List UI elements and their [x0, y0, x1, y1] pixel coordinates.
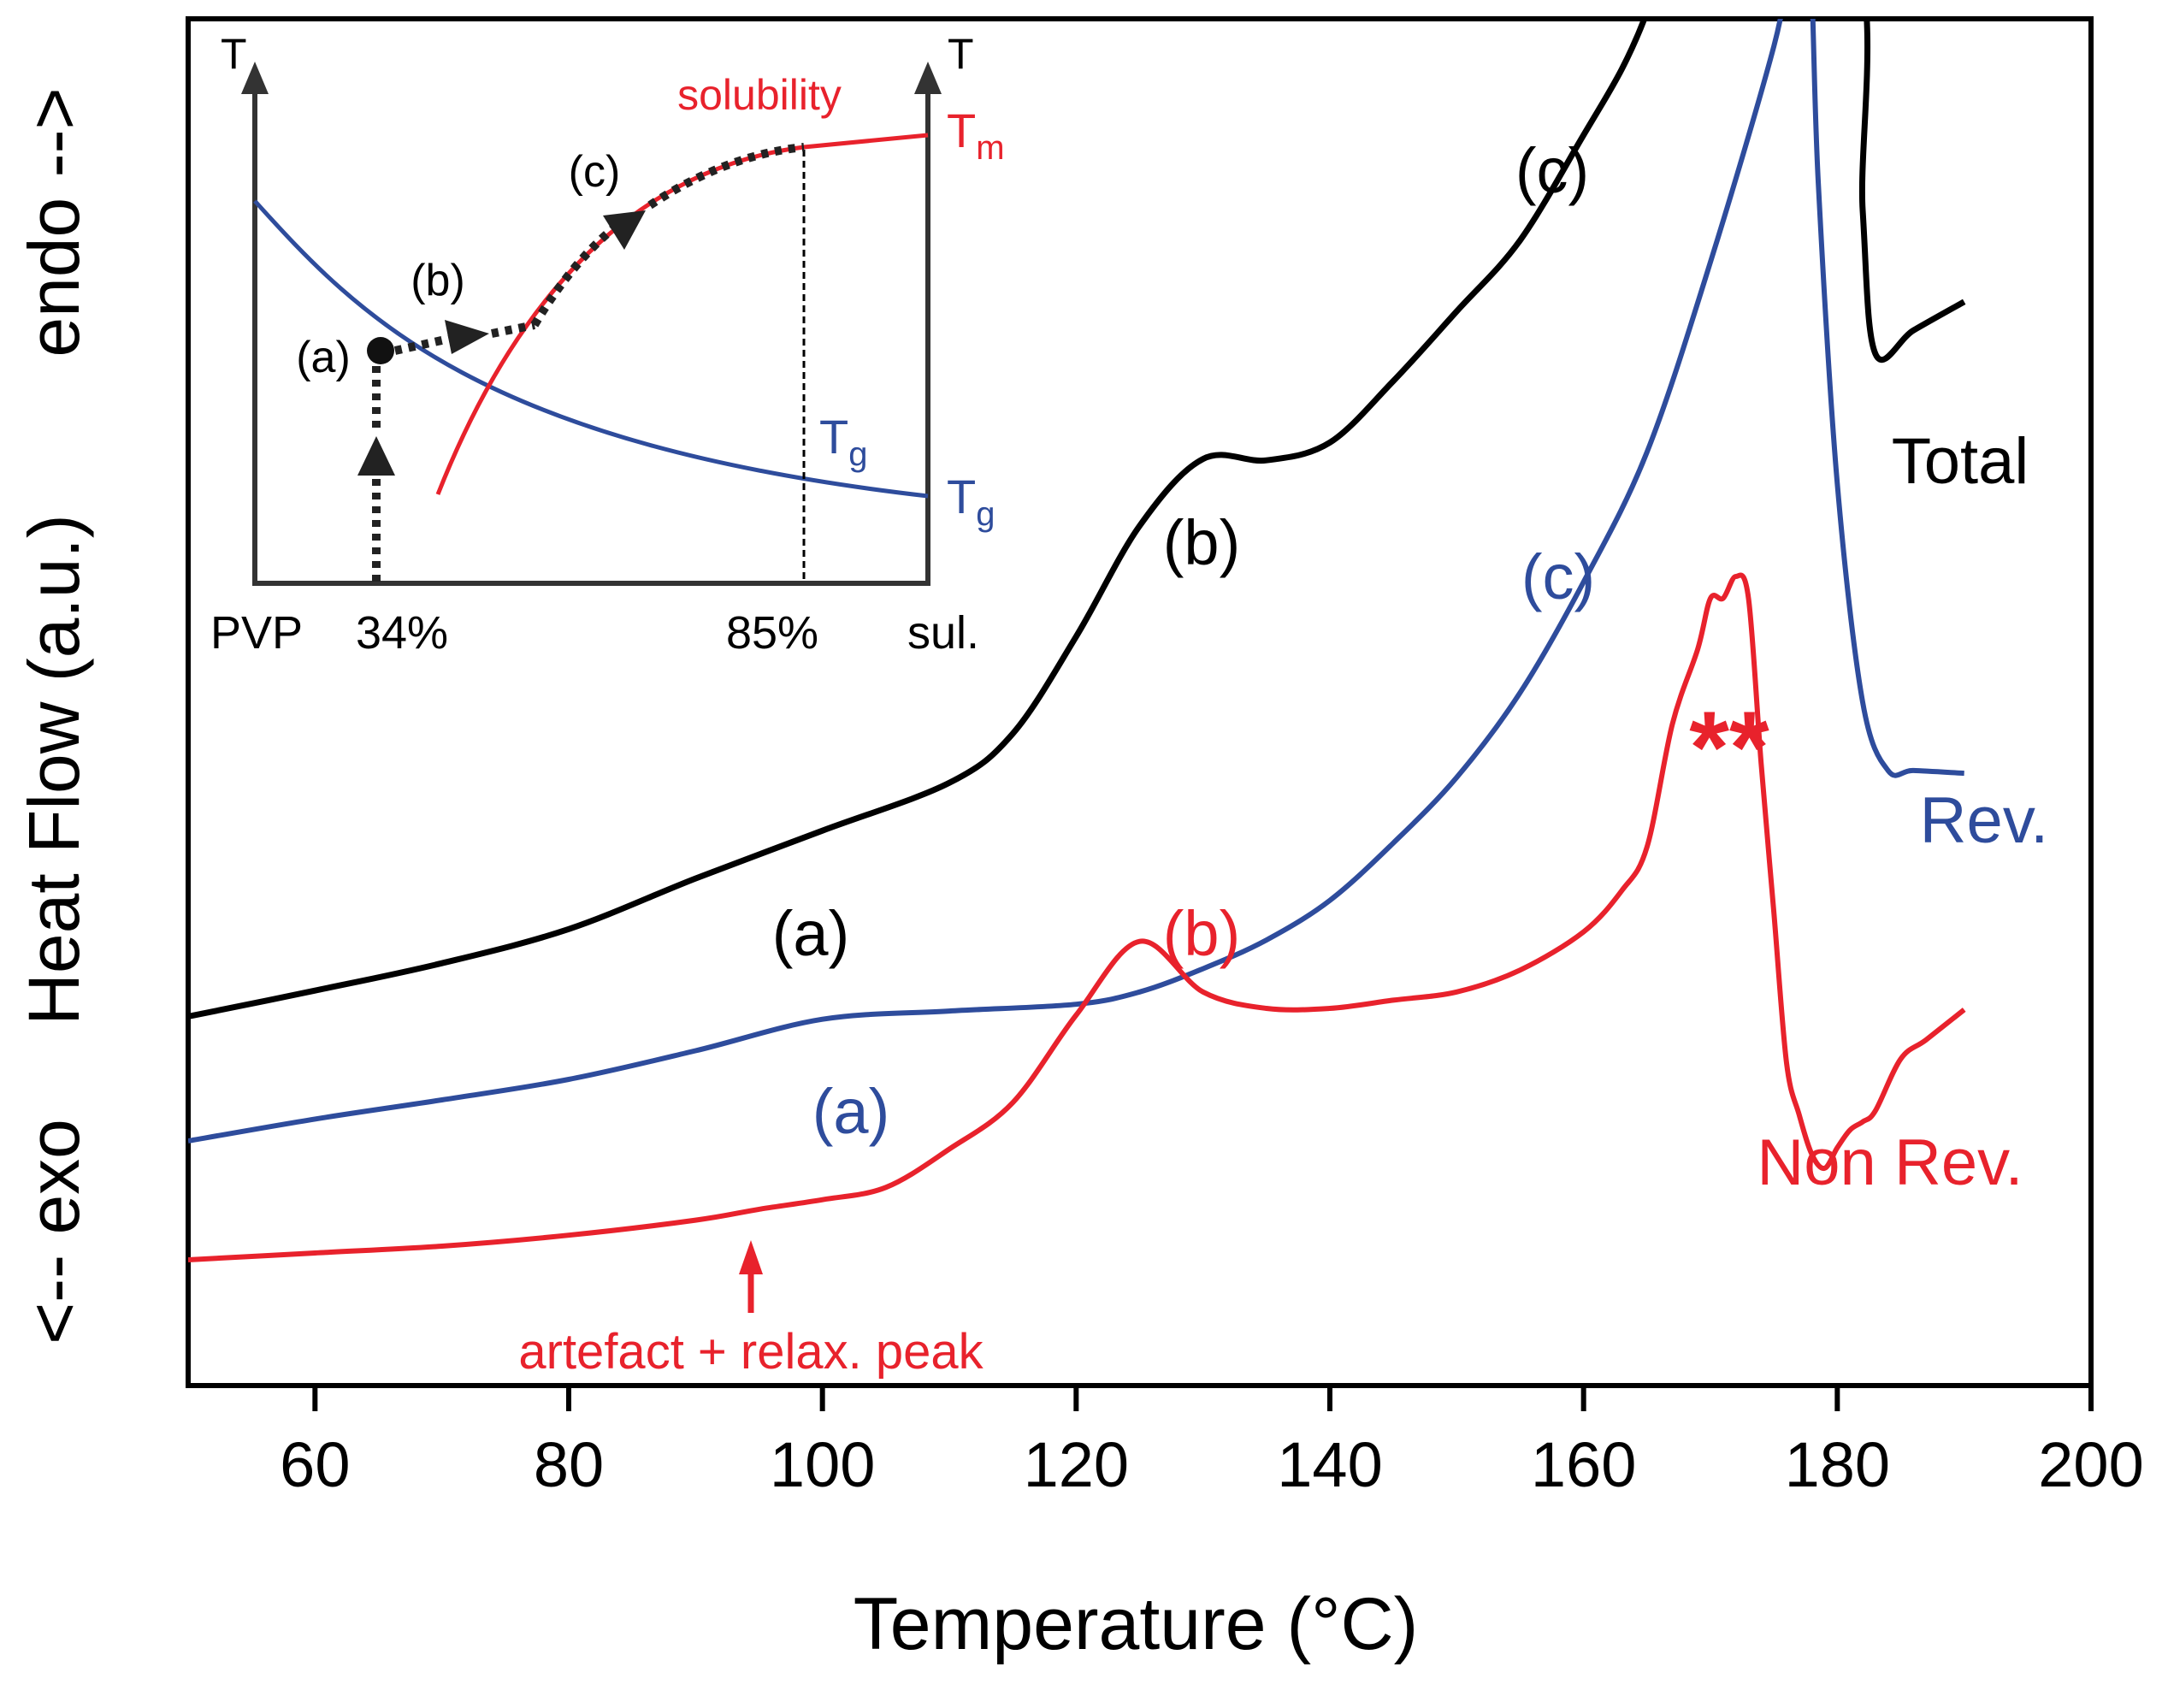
inset-tg-label: Tg — [819, 410, 867, 473]
inset-path-bc — [530, 223, 619, 328]
total-annotation-b: (b) — [1163, 507, 1240, 578]
inset-label-b: (b) — [411, 256, 465, 305]
inset-label-c: (c) — [569, 147, 621, 197]
inset-right-axis-arrow — [914, 62, 942, 94]
nonrev-annotation-b: (b) — [1163, 898, 1240, 969]
x-tick-label-140: 140 — [1277, 1429, 1382, 1500]
rev-annotation-a: (a) — [812, 1076, 889, 1147]
series-total-line — [188, 19, 1966, 1019]
artefact-arrow — [739, 1240, 763, 1313]
inset-tg-right-label: Tg — [947, 470, 995, 533]
y-axis-label-top: endo --> — [14, 87, 94, 357]
inset-tm-label: Tm — [947, 103, 1005, 167]
rev-annotation-c: (c) — [1521, 541, 1595, 612]
inset-34-arrowhead — [357, 436, 395, 476]
inset-x-left-label: PVP — [210, 607, 303, 659]
inset-path-c — [647, 143, 805, 210]
inset-left-axis-label: T — [221, 30, 247, 78]
y-axis-label: Heat Flow (a.u.) — [14, 514, 94, 1025]
total-annotation-a: (a) — [772, 898, 849, 969]
total-annotation-c: (c) — [1515, 135, 1589, 206]
inset-x-mark-85: 85% — [726, 607, 818, 659]
plot-frame — [186, 16, 2094, 1388]
inset-tg-curve — [253, 199, 929, 499]
inset-diagram: T T PVP sul. 34% 85% (a) (b) (c) solubil… — [210, 30, 1005, 659]
artefact-annotation: artefact + relax. peak — [518, 1324, 984, 1380]
x-tick-label-120: 120 — [1024, 1429, 1129, 1500]
x-tick-label-160: 160 — [1531, 1429, 1636, 1500]
inset-x-mark-34: 34% — [356, 607, 448, 659]
x-tick-label-200: 200 — [2038, 1429, 2143, 1500]
x-tick-label-100: 100 — [770, 1429, 875, 1500]
series-rev-line — [188, 19, 1964, 1144]
total-series-label: Total — [1892, 425, 2029, 498]
peak-stars: ** — [1689, 690, 1769, 805]
inset-path-bc-arrowhead — [603, 210, 646, 250]
inset-left-axis-arrow — [241, 62, 269, 94]
inset-x-right-label: sul. — [907, 607, 979, 659]
x-axis-label: Temperature (°C) — [854, 1583, 1418, 1665]
inset-right-axis-label: T — [948, 30, 974, 78]
y-axis-label-bottom: <-- exo — [14, 1119, 94, 1345]
x-axis-ticks: 60 80 100 120 140 160 180 200 — [280, 1386, 2144, 1500]
inset-path-ab-arrowhead — [445, 320, 489, 354]
inset-point-a — [367, 337, 394, 364]
x-tick-label-80: 80 — [534, 1429, 604, 1500]
inset-path-ab — [393, 334, 455, 355]
series-nonrev-line — [188, 572, 1966, 1262]
rev-series-label: Rev. — [1920, 784, 2049, 857]
x-tick-label-60: 60 — [280, 1429, 350, 1500]
inset-label-a: (a) — [296, 333, 351, 382]
nonrev-series-label: Non Rev. — [1757, 1126, 2023, 1199]
inset-solubility-label: solubility — [677, 71, 842, 119]
inset-solubility-curve — [435, 133, 929, 495]
x-tick-label-180: 180 — [1785, 1429, 1890, 1500]
